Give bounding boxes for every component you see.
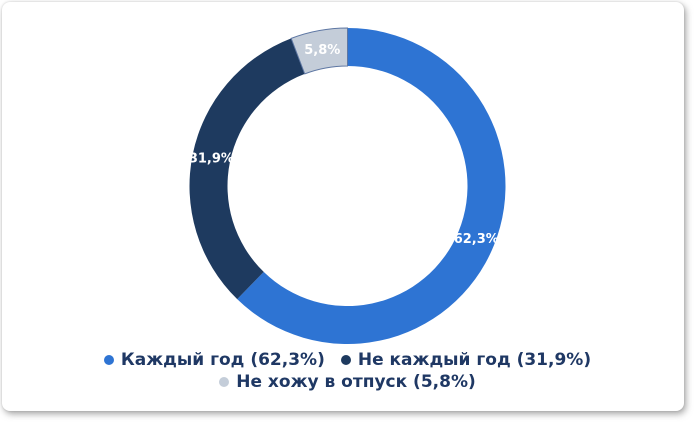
legend-row-2: Не хожу в отпуск (5,8%) xyxy=(0,371,695,393)
legend-item-no-vacation: Не хожу в отпуск (5,8%) xyxy=(219,371,476,393)
legend-item-not-every-year: Не каждый год (31,9%) xyxy=(340,349,592,371)
legend-label-no-vacation: Не хожу в отпуск (5,8%) xyxy=(236,372,476,392)
slice-label-2: 5,8% xyxy=(304,43,340,58)
legend-item-every-year: Каждый год (62,3%) xyxy=(103,349,325,371)
donut-slice-0 xyxy=(237,28,506,344)
legend-dot-blue-icon xyxy=(103,355,114,365)
donut-slice-2 xyxy=(290,27,348,75)
slice-label-1: 31,9% xyxy=(189,151,234,166)
legend-row-1: Каждый год (62,3%) Не каждый год (31,9%) xyxy=(0,349,695,371)
donut-slice-1 xyxy=(189,38,305,300)
slice-label-0: 62,3% xyxy=(454,232,499,247)
legend-dot-gray-icon xyxy=(219,377,230,387)
legend-label-every-year: Каждый год (62,3%) xyxy=(120,350,325,370)
chart-legend: Каждый год (62,3%) Не каждый год (31,9%)… xyxy=(0,349,695,393)
legend-label-not-every-year: Не каждый год (31,9%) xyxy=(357,350,592,370)
legend-dot-navy-icon xyxy=(340,355,351,365)
